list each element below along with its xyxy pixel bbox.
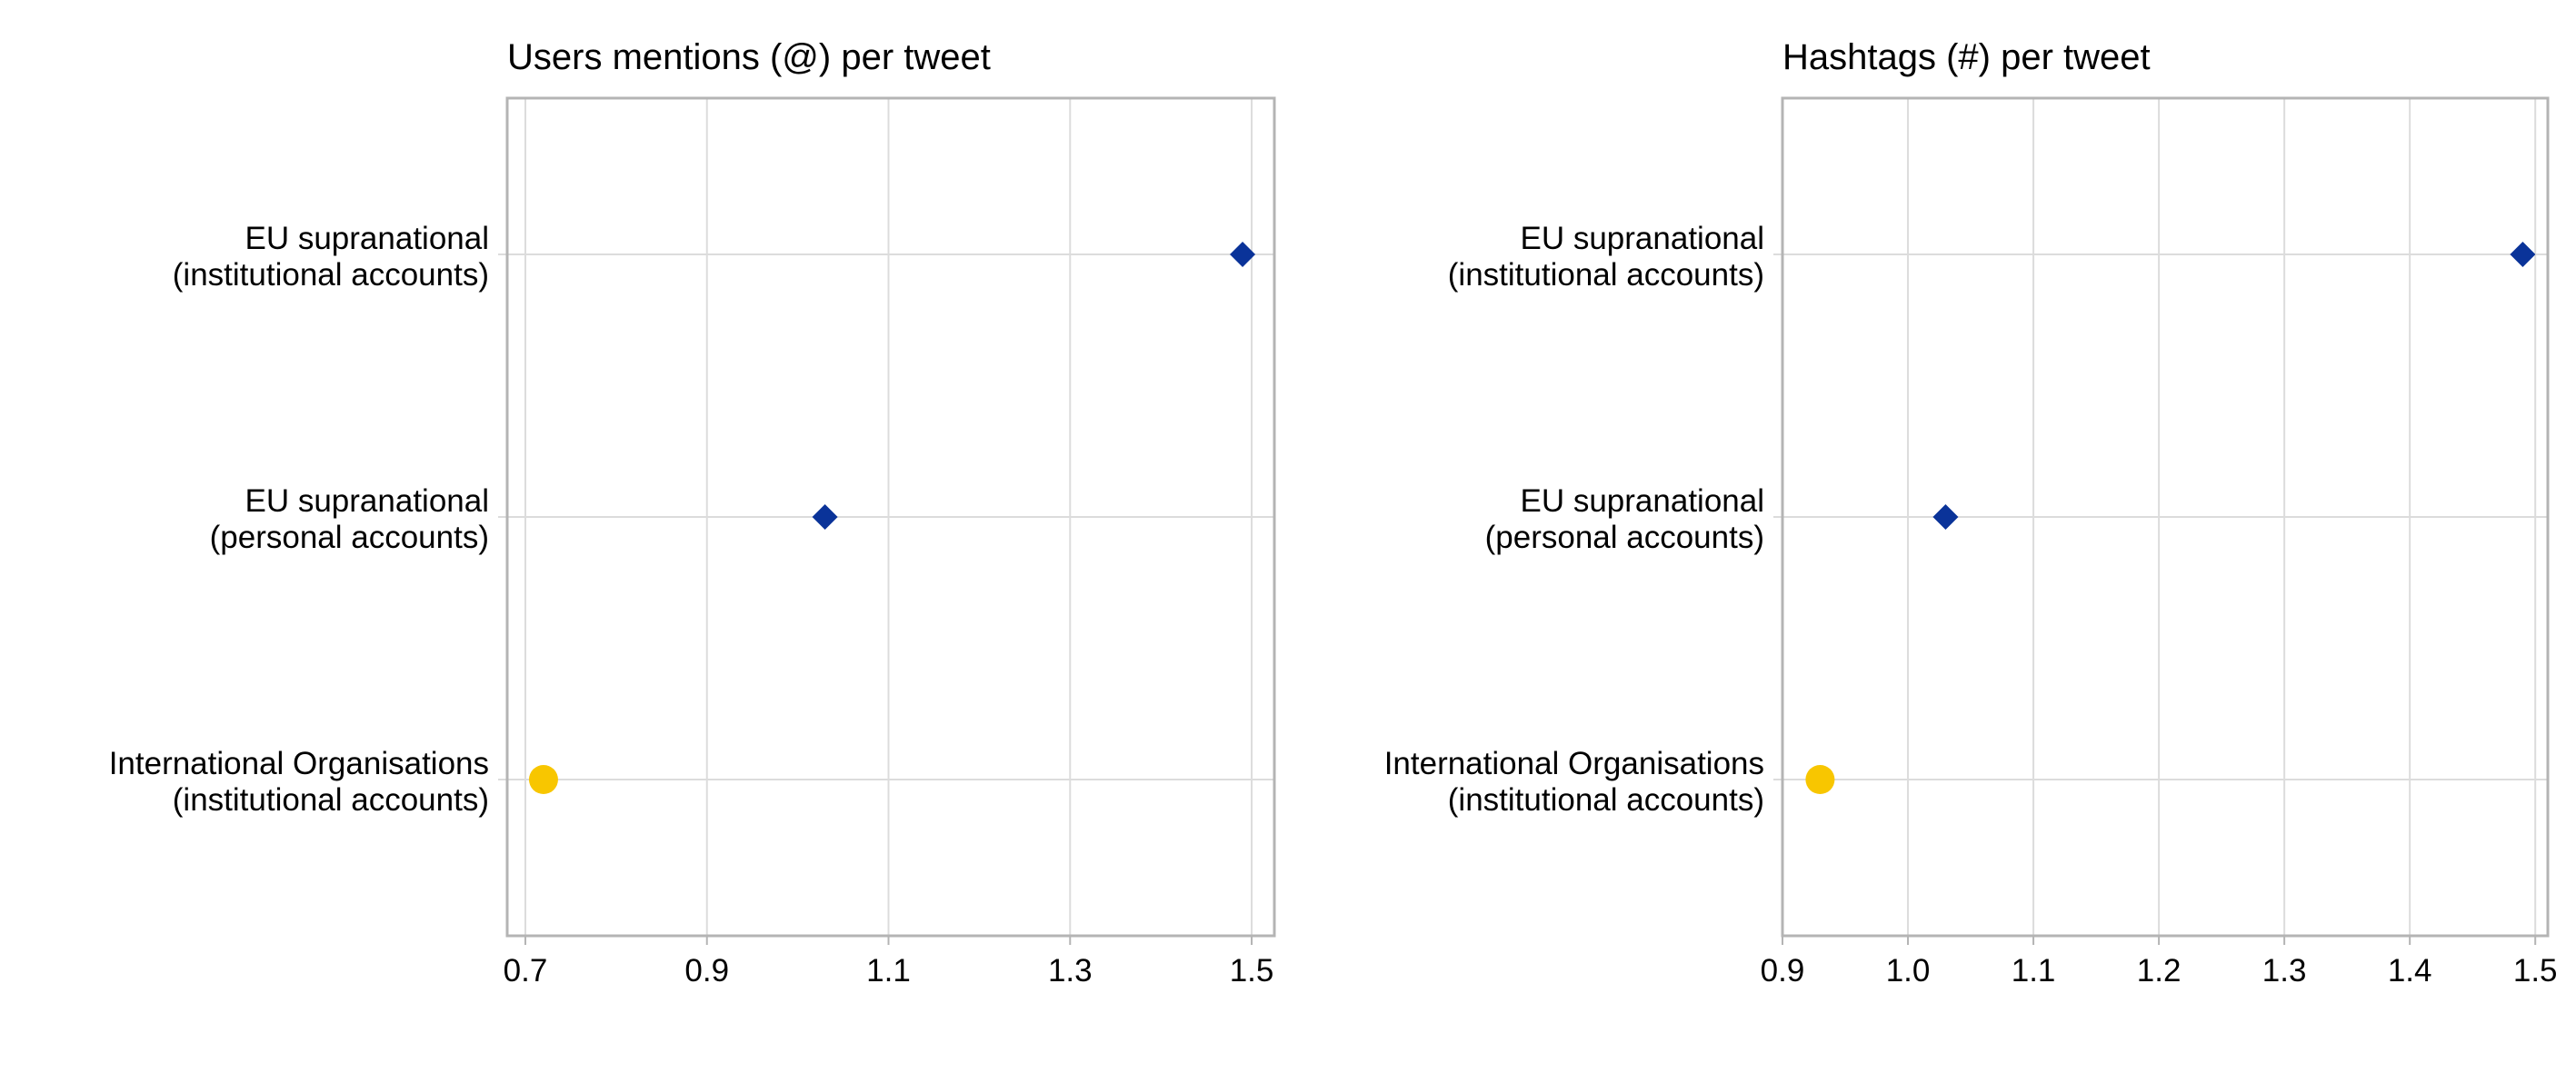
category-label-line2: (institutional accounts) <box>1448 257 1764 293</box>
x-tick-label: 1.5 <box>2513 953 2558 989</box>
x-tick-label: 1.1 <box>2012 953 2056 989</box>
data-point-diamond <box>2510 242 2536 267</box>
chart-title: Hashtags (#) per tweet <box>1782 37 2151 77</box>
data-point-diamond <box>1932 504 1959 530</box>
x-tick-label: 1.3 <box>1048 953 1093 989</box>
data-point-circle <box>1805 765 1835 794</box>
data-point-circle <box>528 765 558 794</box>
x-tick-label: 0.7 <box>504 953 548 989</box>
x-tick-label: 1.3 <box>2262 953 2307 989</box>
x-tick-label: 1.2 <box>2137 953 2182 989</box>
x-tick-label: 1.1 <box>866 953 911 989</box>
category-label-line2: (institutional accounts) <box>1448 782 1764 818</box>
plot-frame <box>505 96 1276 938</box>
chart-title: Users mentions (@) per tweet <box>507 37 991 77</box>
category-label-line2: (institutional accounts) <box>173 782 489 818</box>
category-label-line2: (institutional accounts) <box>173 257 489 293</box>
category-label-line1: EU supranational <box>245 221 490 256</box>
x-tick-label: 1.0 <box>1886 953 1931 989</box>
category-label-line1: International Organisations <box>109 746 489 781</box>
x-tick-label: 0.9 <box>684 953 729 989</box>
category-label-line2: (personal accounts) <box>210 520 489 555</box>
category-label-line1: International Organisations <box>1384 746 1764 781</box>
plot-frame <box>1781 96 2550 938</box>
data-point-diamond <box>1230 242 1256 267</box>
category-label-line2: (personal accounts) <box>1485 520 1764 555</box>
x-tick-label: 1.5 <box>1230 953 1274 989</box>
x-tick-label: 0.9 <box>1761 953 1805 989</box>
category-label-line1: EU supranational <box>245 483 490 519</box>
data-point-diamond <box>812 504 838 530</box>
hashtags-panel: 0.9 1.0 1.1 1.2 1.3 1.4 1.5EU supranational(in… <box>1384 37 2558 989</box>
x-tick-label: 1.4 <box>2388 953 2432 989</box>
mentions-panel: 0.7 0.9 1.1 1.3 1.5EU supranational(institut… <box>109 37 1276 989</box>
category-label-line1: EU supranational <box>1521 483 1765 519</box>
category-label-line1: EU supranational <box>1521 221 1765 256</box>
